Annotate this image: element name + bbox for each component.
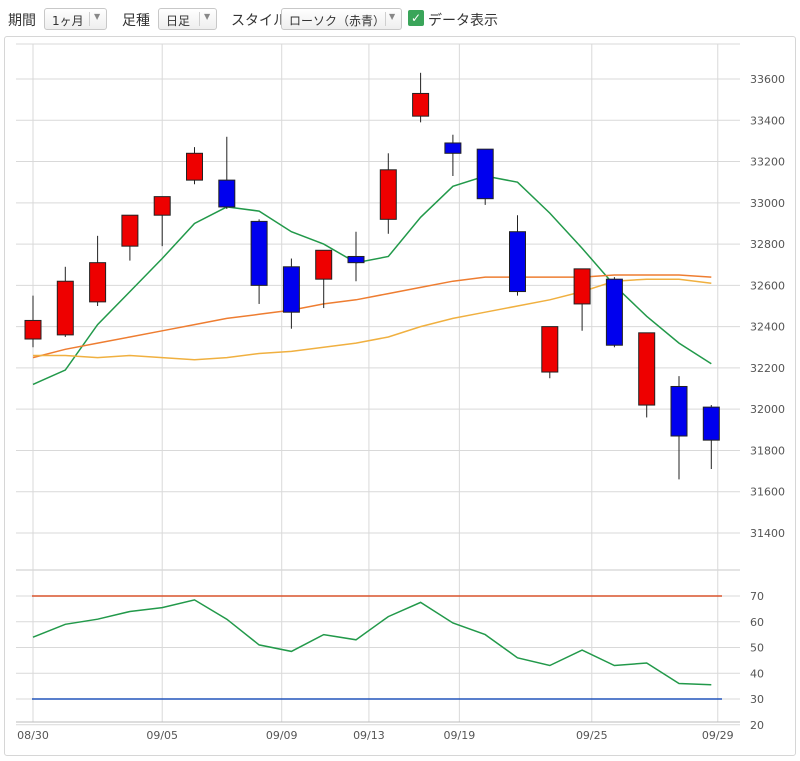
grid	[16, 43, 740, 726]
price-tick-label: 32000	[750, 403, 785, 416]
chevron-down-icon: ▼	[94, 12, 101, 21]
x-tick-label: 08/30	[17, 729, 49, 742]
rsi-panel	[32, 595, 722, 700]
show-data-checkbox[interactable]: ✓	[408, 10, 424, 26]
candle-down	[702, 406, 720, 441]
candle-up	[89, 262, 107, 303]
x-tick-label: 09/29	[702, 729, 734, 742]
candle-up	[638, 332, 656, 406]
bar-type-select-value: 日足	[166, 14, 191, 28]
chevron-down-icon: ▼	[204, 12, 211, 21]
period-select-value: 1ヶ月	[52, 14, 84, 28]
rsi-tick-label: 60	[750, 616, 764, 629]
price-tick-label: 33200	[750, 156, 785, 169]
bar-type-label: 足種	[122, 13, 150, 29]
select-divider	[385, 12, 386, 26]
candle-down	[476, 148, 494, 200]
candle-down	[218, 179, 236, 208]
candle-down	[347, 255, 365, 264]
price-tick-label: 33600	[750, 73, 785, 86]
candle-up	[121, 214, 139, 247]
price-tick-label: 31800	[750, 444, 785, 457]
style-label: スタイル	[231, 13, 287, 29]
price-tick-label: 33000	[750, 197, 785, 210]
rsi-line	[32, 599, 712, 686]
price-tick-label: 32200	[750, 362, 785, 375]
x-tick-label: 09/25	[576, 729, 608, 742]
candle-down	[250, 220, 268, 286]
candle-up	[24, 319, 42, 340]
select-divider	[199, 12, 200, 26]
candle-down	[670, 385, 688, 437]
axis-labels: 31400 31600 31800 32000 32200 32400 32600 32800…	[17, 73, 785, 742]
price-tick-label: 32400	[750, 321, 785, 334]
candle-down	[444, 142, 462, 154]
moving-averages	[32, 175, 712, 386]
rsi-tick-label: 50	[750, 642, 764, 655]
period-label: 期間	[8, 13, 36, 29]
bar-type-select[interactable]: 日足 ▼	[158, 8, 217, 30]
x-tick-label: 09/13	[353, 729, 385, 742]
rsi-tick-label: 70	[750, 590, 764, 603]
chevron-down-icon: ▼	[389, 12, 396, 21]
candle-down	[282, 266, 300, 313]
period-select[interactable]: 1ヶ月 ▼	[44, 8, 107, 30]
price-tick-label: 31400	[750, 527, 785, 540]
candle-down	[509, 231, 526, 293]
candle-up	[153, 196, 171, 216]
price-tick-label: 32600	[750, 279, 785, 292]
show-data-label[interactable]: データ表示	[428, 13, 498, 29]
candle-up	[573, 268, 591, 305]
select-divider	[89, 12, 90, 26]
price-tick-label: 32800	[750, 238, 785, 251]
x-tick-label: 09/09	[266, 729, 298, 742]
rsi-tick-label: 20	[750, 719, 764, 732]
candle-up	[186, 152, 203, 181]
price-tick-label: 31600	[750, 486, 785, 499]
style-select[interactable]: ローソク（赤青） ▼	[281, 8, 402, 30]
moving-average-line	[32, 274, 712, 359]
rsi-tick-label: 30	[750, 693, 764, 706]
price-tick-label: 33400	[750, 114, 785, 127]
toolbar: 期間 1ヶ月 ▼ 足種 日足 ▼ スタイル ローソク（赤青） ▼ ✓ データ表示	[0, 0, 800, 36]
chart-frame	[4, 36, 796, 756]
candle-up	[379, 169, 397, 220]
candlesticks	[24, 72, 720, 480]
candle-up	[315, 249, 333, 280]
candle-up	[412, 92, 430, 117]
candle-up	[541, 326, 559, 373]
moving-average-line	[33, 278, 712, 361]
rsi-tick-label: 40	[750, 667, 764, 680]
candle-down	[605, 278, 623, 346]
x-tick-label: 09/05	[146, 729, 178, 742]
candle-up	[56, 280, 74, 336]
x-tick-label: 09/19	[444, 729, 476, 742]
moving-average-line	[32, 175, 712, 386]
style-select-value: ローソク（赤青）	[289, 14, 386, 28]
